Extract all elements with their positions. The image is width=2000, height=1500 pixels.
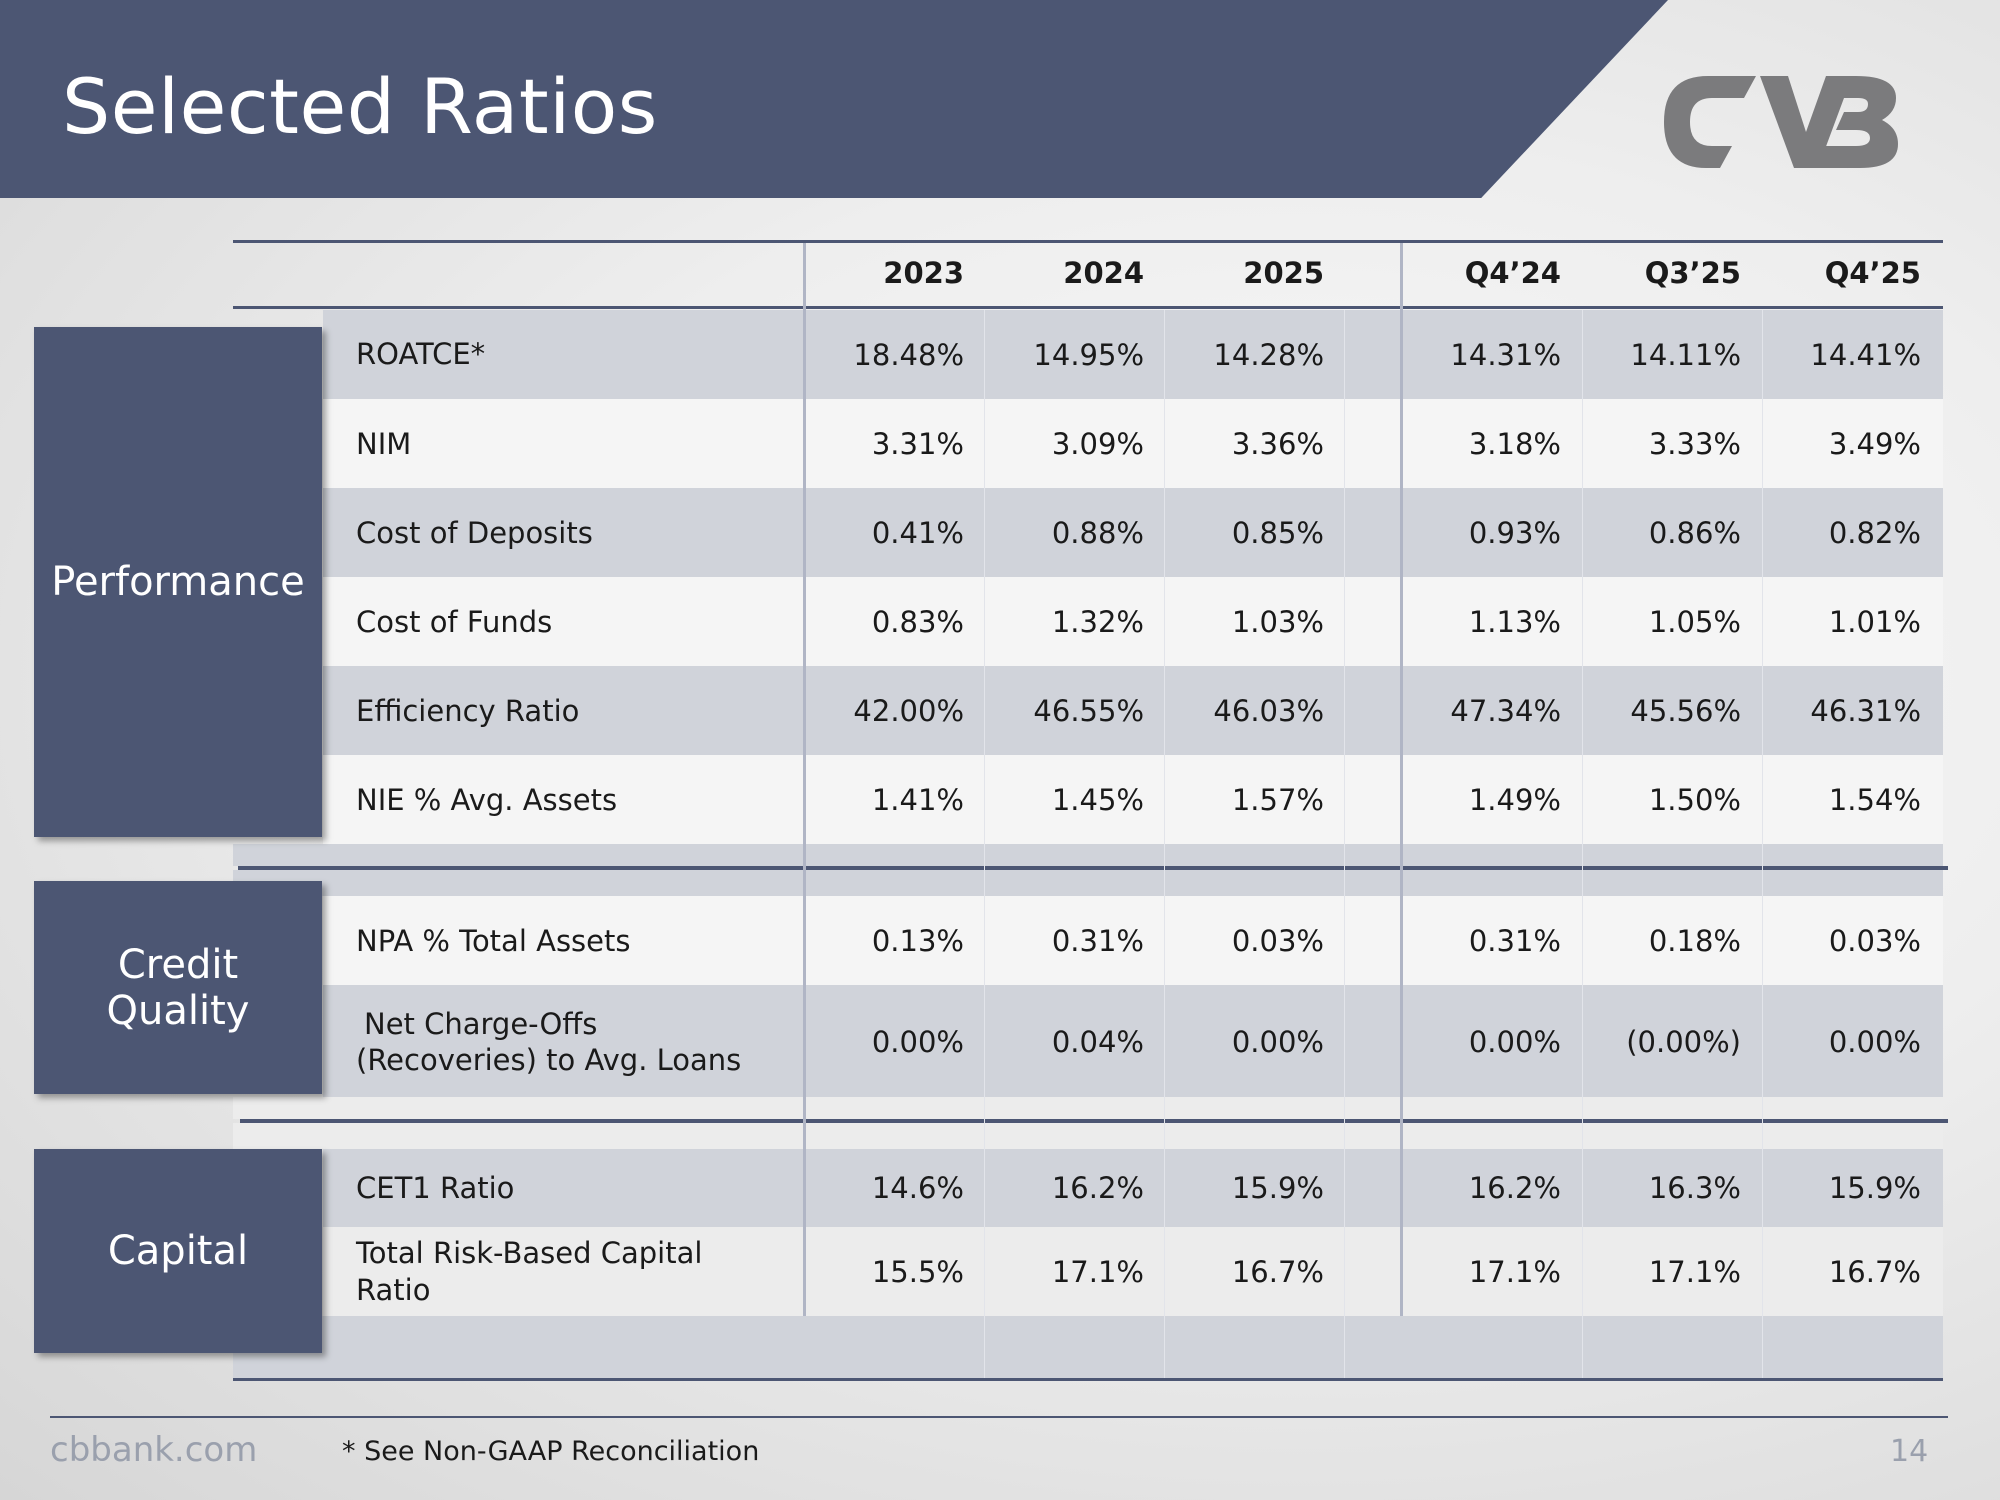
cell: 0.00% [1231,1025,1324,1059]
cell: 3.49% [1828,427,1921,461]
cell: 0.93% [1468,516,1561,550]
cell: 1.05% [1648,605,1741,639]
cell: 47.34% [1450,694,1561,728]
table-row [323,488,1943,577]
cell: 16.3% [1648,1171,1741,1205]
cell: 0.18% [1648,924,1741,958]
cell: 0.86% [1648,516,1741,550]
footnote: * See Non-GAAP Reconciliation [342,1436,760,1467]
cell: 0.85% [1231,516,1324,550]
row-label-net-charge-offs-line2: (Recoveries) to Avg. Loans [356,1043,742,1077]
row-label-total-risk-based-capital-line2: Ratio [356,1273,431,1307]
col-header-2025: 2025 [1243,256,1324,290]
cell: 46.03% [1213,694,1324,728]
page-number: 14 [1890,1434,1929,1469]
col-header-q424: Q4’24 [1464,256,1561,290]
cell: 15.9% [1231,1171,1324,1205]
cell: 14.41% [1810,338,1921,372]
footer-divider [50,1416,1948,1418]
cell: 1.50% [1648,783,1741,817]
cell: 3.33% [1648,427,1741,461]
cell: 0.00% [1828,1025,1921,1059]
cell: 16.7% [1231,1255,1324,1289]
row-label-roatce: ROATCE* [356,337,486,371]
cell: 14.11% [1630,338,1741,372]
cell: 17.1% [1468,1255,1561,1289]
cell: 17.1% [1051,1255,1144,1289]
cell: 0.83% [871,605,964,639]
cell: 0.31% [1051,924,1144,958]
cell: 3.36% [1231,427,1324,461]
cvb-logo [1664,76,1898,168]
row-label-total-risk-based-capital: Total Risk-Based Capital [356,1236,703,1270]
cell: 3.18% [1468,427,1561,461]
title-banner [0,0,1668,198]
row-label-npa-total-assets: NPA % Total Assets [356,924,631,958]
cell: 16.2% [1468,1171,1561,1205]
cell: 15.9% [1828,1171,1921,1205]
table-row [323,896,1943,985]
cell: 14.31% [1450,338,1561,372]
table-row [323,310,1943,399]
footer-website: cbbank.com [50,1430,258,1470]
col-header-2023: 2023 [883,256,964,290]
cell: 16.2% [1051,1171,1144,1205]
cell: 1.01% [1828,605,1921,639]
row-label-cet1-ratio: CET1 Ratio [356,1171,515,1205]
table-row [323,399,1943,488]
cell: 0.88% [1051,516,1144,550]
cell: 3.09% [1051,427,1144,461]
row-label-net-charge-offs: Net Charge-Offs [364,1007,598,1041]
cell: 0.41% [871,516,964,550]
cell: 46.31% [1810,694,1921,728]
cell: 1.54% [1828,783,1921,817]
cell: 18.48% [853,338,964,372]
cell: 0.04% [1051,1025,1144,1059]
cell: 0.31% [1468,924,1561,958]
cell: (0.00%) [1626,1025,1741,1059]
table-row [323,985,1943,1097]
cell: 16.7% [1828,1255,1921,1289]
cell: 42.00% [853,694,964,728]
cell: 1.32% [1051,605,1144,639]
cell: 0.00% [871,1025,964,1059]
row-label-nim: NIM [356,427,412,461]
cell: 0.13% [871,924,964,958]
section-capital: Capital [34,1149,322,1353]
cell: 1.41% [871,783,964,817]
row-label-cost-of-funds: Cost of Funds [356,605,553,639]
cell: 14.6% [871,1171,964,1205]
cell: 15.5% [871,1255,964,1289]
cell: 14.95% [1033,338,1144,372]
cell: 0.03% [1231,924,1324,958]
row-label-nie-avg-assets: NIE % Avg. Assets [356,783,618,817]
table-row [323,755,1943,844]
section-performance: Performance [34,327,322,837]
cell: 1.49% [1468,783,1561,817]
cell: 0.82% [1828,516,1921,550]
cell: 1.03% [1231,605,1324,639]
table-row [323,1149,1943,1227]
cell: 0.03% [1828,924,1921,958]
section-credit-quality: Credit Quality [34,881,322,1094]
cell: 0.00% [1468,1025,1561,1059]
cell: 1.57% [1231,783,1324,817]
cell: 1.13% [1468,605,1561,639]
col-header-2024: 2024 [1063,256,1144,290]
col-header-q425: Q4’25 [1824,256,1921,290]
cell: 3.31% [871,427,964,461]
cell: 1.45% [1051,783,1144,817]
cell: 17.1% [1648,1255,1741,1289]
table-row [323,577,1943,666]
cell: 46.55% [1033,694,1144,728]
row-label-cost-of-deposits: Cost of Deposits [356,516,593,550]
table-row [323,666,1943,755]
row-label-efficiency-ratio: Efficiency Ratio [356,694,580,728]
cell: 45.56% [1630,694,1741,728]
col-header-q325: Q3’25 [1644,256,1741,290]
table-row [323,1227,1943,1316]
cell: 14.28% [1213,338,1324,372]
slide-title: Selected Ratios [62,62,658,151]
